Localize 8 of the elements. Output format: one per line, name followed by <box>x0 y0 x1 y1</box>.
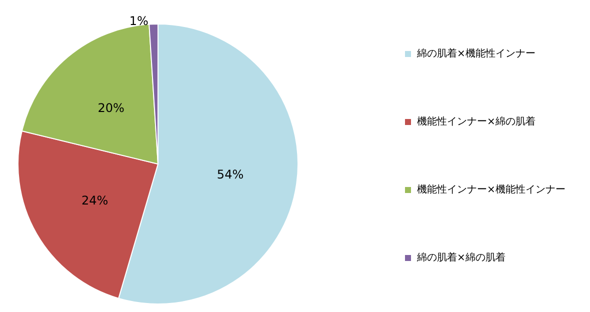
legend-label: 機能性インナー×綿の肌着 <box>417 116 536 128</box>
legend-label: 綿の肌着×綿の肌着 <box>416 252 506 264</box>
legend-label: 綿の肌着×機能性インナー <box>416 48 536 60</box>
data-label: 1% <box>129 14 148 28</box>
data-label: 54% <box>216 167 244 182</box>
legend-label: 機能性インナー×機能性インナー <box>417 184 566 196</box>
data-label: 20% <box>98 101 124 116</box>
data-label: 24% <box>81 194 108 208</box>
